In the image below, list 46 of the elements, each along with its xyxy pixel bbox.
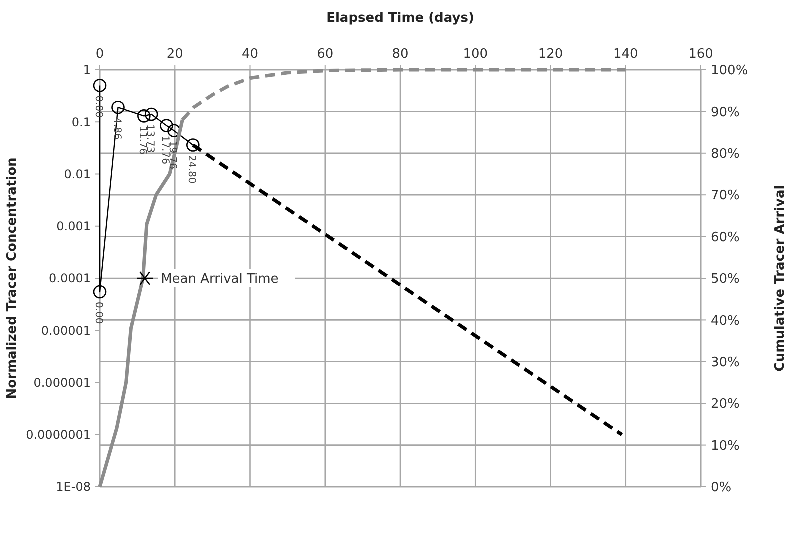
- y2-tick-label: 80%: [711, 146, 740, 162]
- y2-tick-label: 100%: [711, 64, 748, 79]
- x-axis-title: Elapsed Time (days): [326, 11, 474, 26]
- x-tick-label: 100: [463, 47, 488, 62]
- point: [186, 138, 200, 152]
- annotation: 24.80: [186, 155, 198, 184]
- point: [136, 271, 154, 286]
- y-tick-label: 0.1: [72, 115, 91, 130]
- y-tick-label: 1E-08: [56, 480, 91, 494]
- annotation: 0.00: [93, 302, 104, 324]
- y2-tick-label: 10%: [711, 438, 740, 454]
- x-tick-label: 60: [317, 47, 334, 62]
- y2-tick-label: 50%: [711, 272, 740, 288]
- point: [144, 108, 158, 122]
- y-axis-title: Normalized Tracer Concentration: [5, 158, 20, 400]
- y2-tick-label: 0%: [711, 480, 732, 496]
- annotation: Mean Arrival Time: [161, 272, 279, 288]
- x-tick-label: 80: [392, 47, 409, 62]
- x-tick-label: 140: [613, 47, 638, 62]
- x-tick-label: 160: [688, 47, 714, 62]
- y-tick-label: 0.0000001: [26, 428, 91, 442]
- point: [160, 119, 174, 132]
- point: [93, 285, 107, 299]
- y2-tick-label: 70%: [711, 188, 740, 204]
- y-tick-label: 0.00001: [41, 324, 91, 338]
- point: [138, 110, 151, 123]
- annotation: 4.86: [111, 118, 122, 140]
- y-tick-label: 0.01: [64, 167, 91, 182]
- point: [112, 100, 125, 114]
- y2-tick-label: 30%: [711, 355, 740, 370]
- y-tick-label: 0.0001: [49, 272, 91, 286]
- x-tick-label: 20: [166, 47, 184, 62]
- y-tick-label: 1: [83, 63, 91, 78]
- y2-axis-title: Cumulative Tracer Arrival: [773, 185, 788, 372]
- y2-tick-label: 90%: [711, 105, 740, 120]
- x-tick-label: 120: [538, 47, 564, 62]
- y-tick-label: 0.000001: [34, 376, 91, 390]
- y2-tick-label: 60%: [711, 230, 740, 246]
- x-tick-label: 40: [242, 47, 259, 62]
- annotation: 0.00: [93, 96, 104, 118]
- point: [93, 79, 107, 92]
- y-tick-label: 0.001: [56, 220, 91, 234]
- y2-tick-label: 40%: [711, 314, 740, 329]
- y2-tick-label: 20%: [711, 397, 740, 412]
- x-tick-label: 0: [96, 47, 104, 62]
- annotation: 17.76: [160, 136, 171, 164]
